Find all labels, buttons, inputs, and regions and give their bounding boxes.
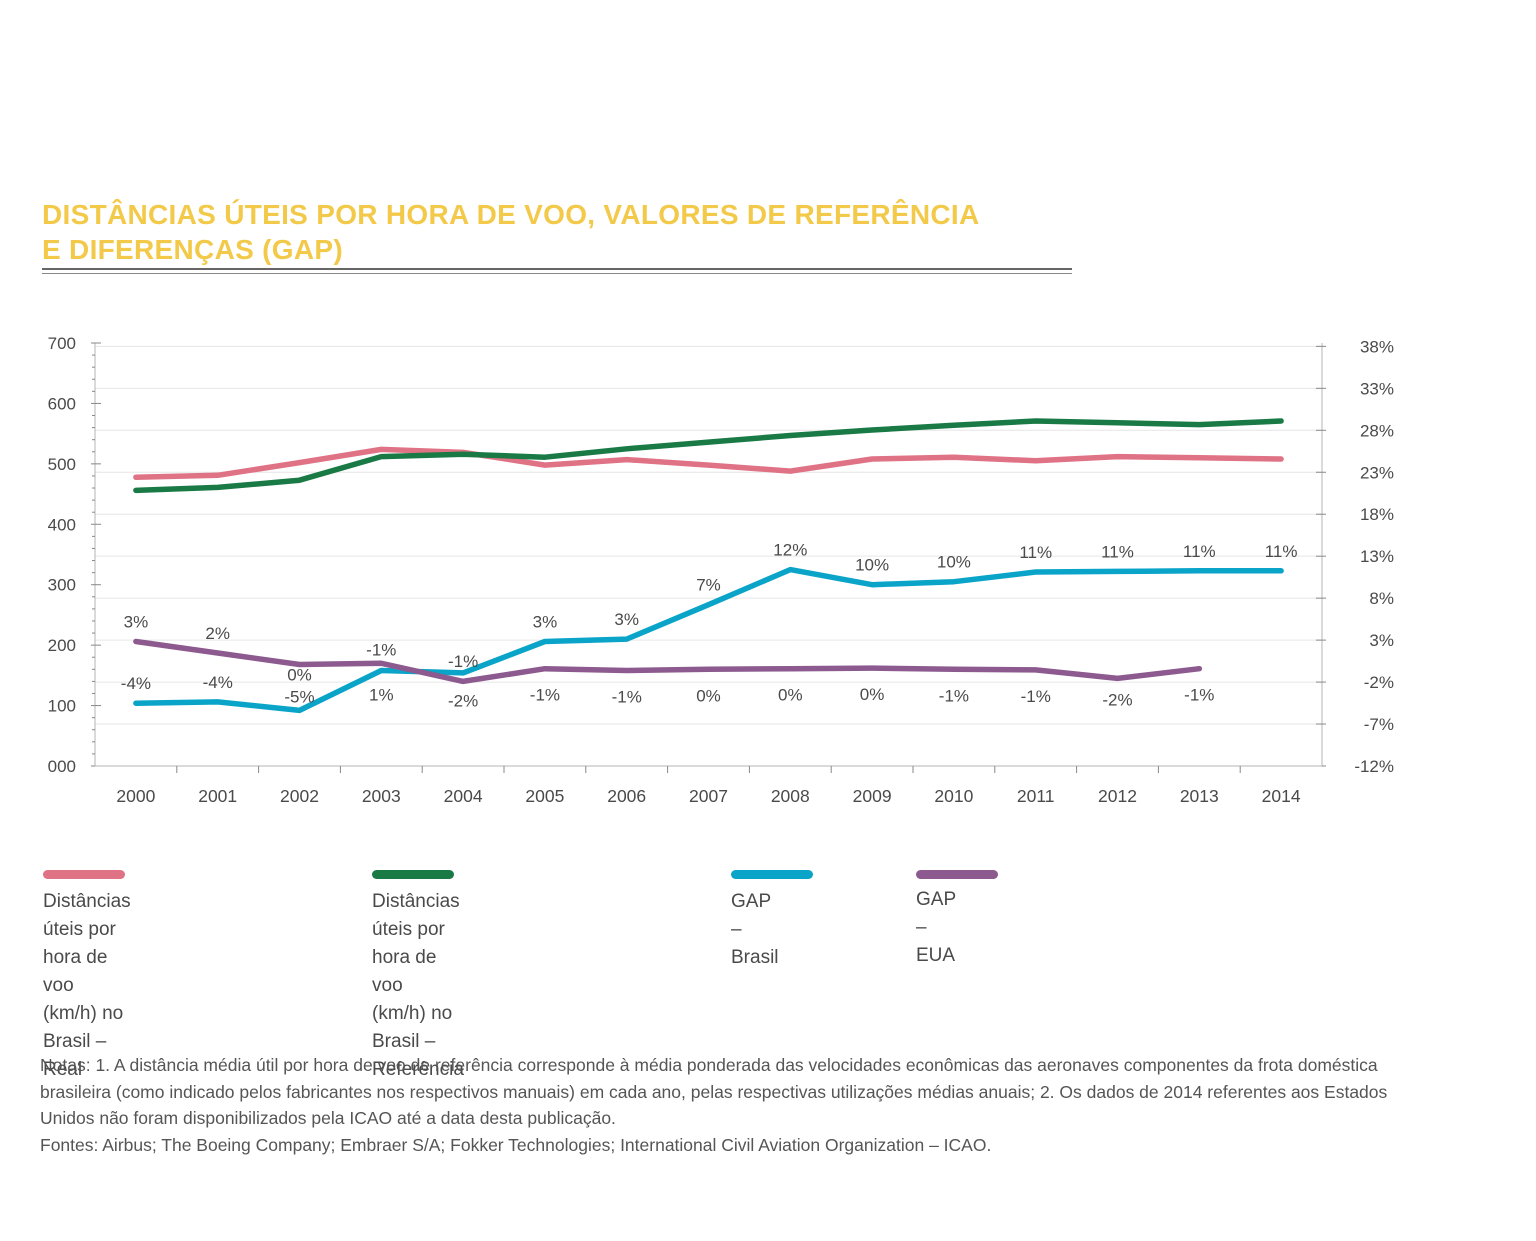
data-label-gap-brasil: 3% [533, 613, 558, 632]
y-axis-left-tick-label: 400 [48, 515, 76, 534]
data-label-gap-eua: 0% [860, 685, 885, 704]
data-label-gap-eua: 0% [287, 665, 312, 684]
y-axis-left-tick-label: 700 [48, 334, 76, 353]
series-line-gap-brasil [133, 566, 1284, 714]
x-axis-tick-label: 2008 [771, 786, 810, 806]
y-axis-left-tick-label: 600 [48, 394, 76, 413]
notes-text: Notas: 1. A distância média útil por hor… [40, 1055, 1388, 1128]
x-axis-tick-label: 2000 [116, 786, 155, 806]
data-label-gap-eua: -1% [366, 640, 396, 659]
y-axis-right-tick-label: -7% [1364, 715, 1394, 734]
chart-title-line-2: E DIFERENÇAS (GAP) [42, 234, 343, 265]
legend-swatch-real [43, 870, 125, 879]
data-label-gap-eua: -1% [530, 686, 560, 705]
series-line-gap-eua [133, 638, 1203, 685]
series-line-referencia [133, 418, 1284, 494]
title-underline-thin [42, 273, 1072, 274]
x-axis-tick-label: 2004 [444, 786, 483, 806]
data-label-gap-brasil: 12% [773, 541, 807, 560]
y-axis-left-tick-label: 100 [48, 697, 76, 716]
x-axis-tick-label: 2003 [362, 786, 401, 806]
data-label-gap-eua: -2% [1102, 690, 1132, 709]
data-label-gap-brasil: 11% [1019, 543, 1052, 562]
data-label-gap-brasil: 7% [696, 576, 721, 595]
x-axis-tick-label: 2005 [525, 786, 564, 806]
x-axis-tick-label: 2010 [934, 786, 973, 806]
data-label-gap-brasil: 11% [1183, 542, 1216, 561]
x-axis-tick-label: 2012 [1098, 786, 1137, 806]
data-label-gap-brasil: 10% [855, 556, 889, 575]
y-axis-right-tick-label: 28% [1360, 421, 1394, 440]
legend-label-gap-eua: GAP – EUA [916, 889, 956, 966]
data-label-gap-brasil: 3% [614, 610, 639, 629]
x-axis-tick-label: 2013 [1180, 786, 1219, 806]
legend-swatch-gap-eua [916, 870, 998, 879]
x-axis-tick-label: 2001 [198, 786, 237, 806]
y-axis-right-tick-label: 33% [1360, 379, 1394, 398]
x-axis-tick-label: 2007 [689, 786, 728, 806]
data-label-gap-eua: -1% [612, 688, 642, 707]
x-axis-tick-label: 2006 [607, 786, 646, 806]
y-axis-right-tick-label: 38% [1360, 337, 1394, 356]
data-label-gap-eua: 3% [124, 613, 149, 632]
data-label-gap-brasil: 11% [1265, 542, 1298, 561]
data-label-gap-eua: -1% [939, 686, 969, 705]
y-axis-left-tick-label: 000 [48, 757, 76, 776]
data-label-gap-brasil: -4% [121, 674, 151, 693]
data-label-gap-brasil: -5% [284, 687, 314, 706]
y-axis-right-tick-label: 8% [1369, 589, 1394, 608]
sources-text: Fontes: Airbus; The Boeing Company; Embr… [40, 1134, 992, 1155]
chart-notes: Notas: 1. A distância média útil por hor… [40, 1052, 1420, 1158]
data-label-gap-eua: 2% [205, 624, 230, 643]
x-axis-tick-label: 2014 [1262, 786, 1301, 806]
data-label-gap-eua: -1% [1184, 686, 1214, 705]
data-label-gap-eua: -2% [448, 691, 478, 710]
y-axis-left-tick-label: 500 [48, 455, 76, 474]
legend-label-real: Distâncias úteis por hora de voo (km/h) … [43, 891, 131, 1080]
data-label-gap-brasil: 1% [369, 686, 394, 705]
data-label-gap-eua: 0% [696, 686, 721, 705]
legend-swatch-gap-brasil [731, 870, 813, 879]
x-axis-tick-label: 2002 [280, 786, 319, 806]
legend-label-referencia: Distâncias úteis por hora de voo (km/h) … [372, 891, 464, 1080]
y-axis-right-tick-label: 3% [1369, 631, 1394, 650]
data-label-gap-eua: -1% [1021, 687, 1051, 706]
series-line-real [133, 446, 1284, 480]
y-axis-right-tick-label: 13% [1360, 547, 1394, 566]
data-label-gap-brasil: 10% [937, 553, 971, 572]
data-label-gap-brasil: -4% [203, 673, 233, 692]
legend-label-gap-brasil: GAP – Brasil [731, 891, 779, 968]
y-axis-right-tick-label: -2% [1364, 673, 1394, 692]
legend-swatch-referencia [372, 870, 454, 879]
title-underline [42, 268, 1072, 270]
y-axis-left-tick-label: 200 [48, 636, 76, 655]
data-label-gap-eua: 0% [778, 686, 803, 705]
y-axis-right-tick-label: 23% [1360, 463, 1394, 482]
y-axis-right-tick-label: 18% [1360, 505, 1394, 524]
y-axis-right-tick-label: -12% [1354, 757, 1394, 776]
chart-title-line-1: DISTÂNCIAS ÚTEIS POR HORA DE VOO, VALORE… [42, 199, 980, 230]
y-axis-left-tick-label: 300 [48, 576, 76, 595]
x-axis-tick-label: 2009 [853, 786, 892, 806]
data-label-gap-brasil: -1% [448, 652, 478, 671]
data-label-gap-brasil: 11% [1101, 542, 1134, 561]
chart-title: DISTÂNCIAS ÚTEIS POR HORA DE VOO, VALORE… [42, 197, 1102, 267]
x-axis-tick-label: 2011 [1017, 786, 1055, 806]
